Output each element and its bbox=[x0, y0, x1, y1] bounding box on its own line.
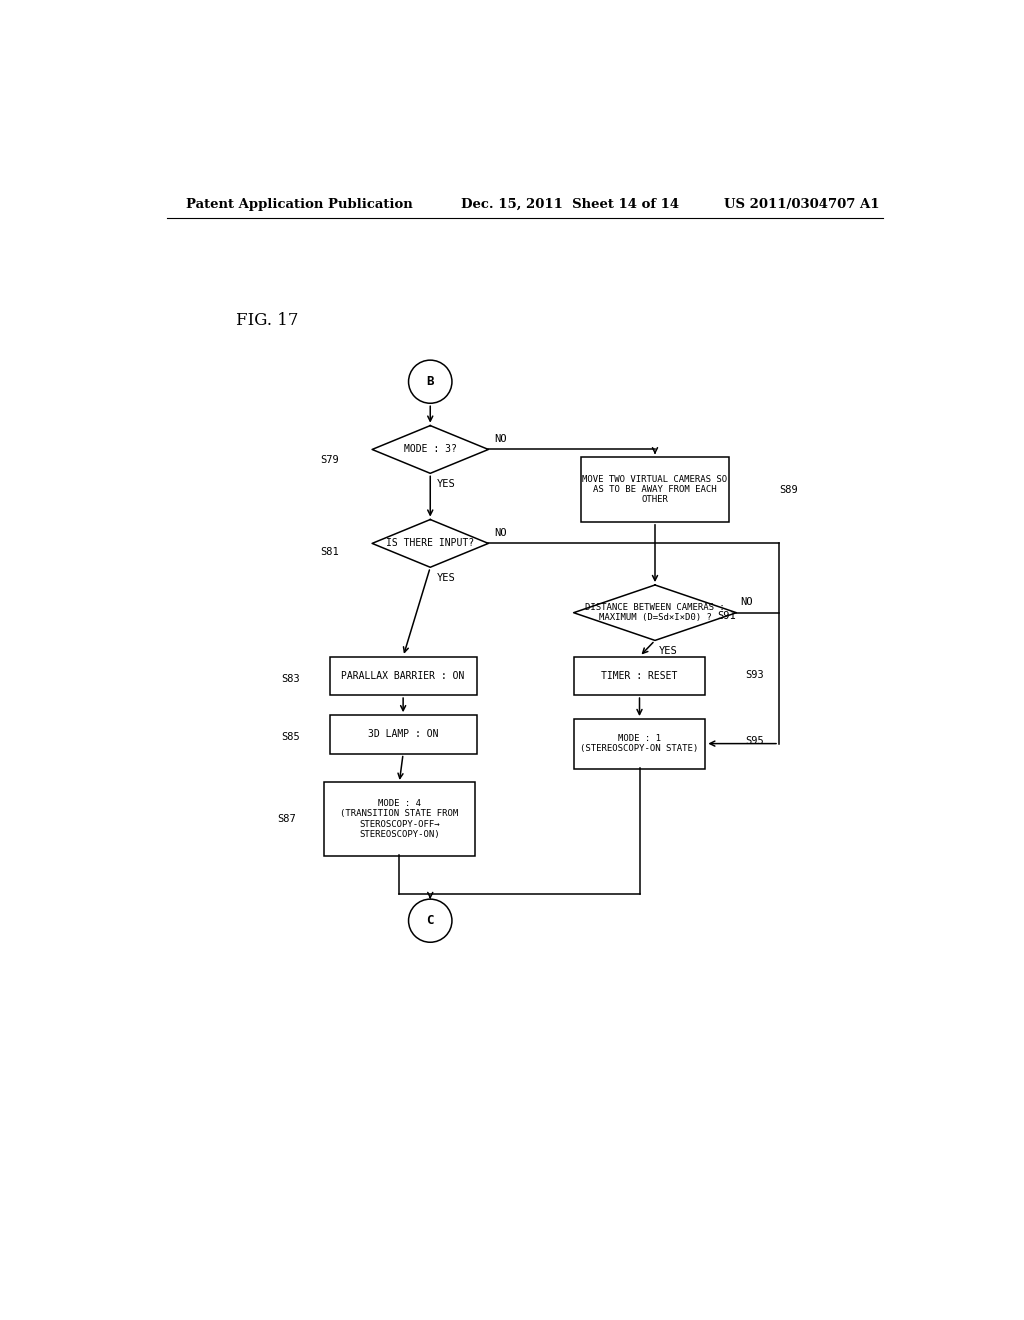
Text: MODE : 4
(TRANSITION STATE FROM
STEROSCOPY-OFF→
STEREOSCOPY-ON): MODE : 4 (TRANSITION STATE FROM STEROSCO… bbox=[340, 799, 459, 840]
Text: MOVE TWO VIRTUAL CAMERAS SO
AS TO BE AWAY FROM EACH
OTHER: MOVE TWO VIRTUAL CAMERAS SO AS TO BE AWA… bbox=[583, 475, 728, 504]
Text: S95: S95 bbox=[745, 735, 765, 746]
Text: US 2011/0304707 A1: US 2011/0304707 A1 bbox=[724, 198, 880, 211]
Bar bbox=[330, 715, 477, 754]
Text: NO: NO bbox=[495, 528, 507, 537]
Text: YES: YES bbox=[436, 573, 456, 583]
Text: NO: NO bbox=[495, 434, 507, 444]
Text: S87: S87 bbox=[276, 814, 296, 824]
Text: PARALLAX BARRIER : ON: PARALLAX BARRIER : ON bbox=[341, 671, 465, 681]
Text: S83: S83 bbox=[282, 675, 300, 684]
Text: Dec. 15, 2011  Sheet 14 of 14: Dec. 15, 2011 Sheet 14 of 14 bbox=[461, 198, 679, 211]
Text: S79: S79 bbox=[321, 454, 339, 465]
Text: IS THERE INPUT?: IS THERE INPUT? bbox=[386, 539, 474, 548]
Text: B: B bbox=[427, 375, 434, 388]
Text: MODE : 3?: MODE : 3? bbox=[403, 445, 457, 454]
Bar bbox=[573, 656, 706, 696]
Text: S93: S93 bbox=[745, 671, 765, 680]
Text: MODE : 1
(STEREOSCOPY-ON STATE): MODE : 1 (STEREOSCOPY-ON STATE) bbox=[581, 734, 698, 754]
Text: Patent Application Publication: Patent Application Publication bbox=[186, 198, 413, 211]
Text: YES: YES bbox=[436, 479, 456, 490]
Bar bbox=[324, 783, 475, 855]
Text: S91: S91 bbox=[717, 611, 736, 620]
Bar bbox=[573, 718, 706, 768]
Text: 3D LAMP : ON: 3D LAMP : ON bbox=[368, 730, 438, 739]
Text: TIMER : RESET: TIMER : RESET bbox=[601, 671, 678, 681]
Text: NO: NO bbox=[740, 597, 753, 607]
Text: FIG. 17: FIG. 17 bbox=[237, 312, 299, 329]
Text: DISTANCE BETWEEN CAMERAS :
MAXIMUM (D=Sd×I×D0) ?: DISTANCE BETWEEN CAMERAS : MAXIMUM (D=Sd… bbox=[585, 603, 725, 623]
Text: YES: YES bbox=[658, 647, 678, 656]
Bar bbox=[330, 656, 477, 696]
Text: C: C bbox=[427, 915, 434, 927]
Text: S85: S85 bbox=[282, 731, 300, 742]
Text: S81: S81 bbox=[321, 546, 339, 557]
Bar bbox=[582, 457, 729, 523]
Text: S89: S89 bbox=[779, 486, 798, 495]
